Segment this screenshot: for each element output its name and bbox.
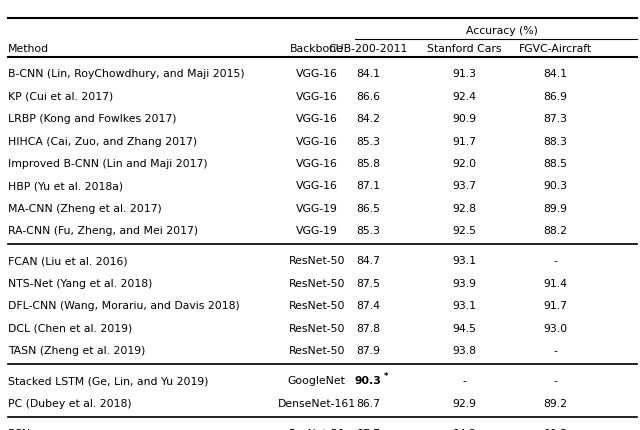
Text: 86.5: 86.5 bbox=[356, 203, 380, 213]
Text: Method: Method bbox=[8, 43, 49, 54]
Text: VGG-16: VGG-16 bbox=[296, 69, 338, 79]
Text: Backbone: Backbone bbox=[290, 43, 344, 54]
Text: Stacked LSTM (Ge, Lin, and Yu 2019): Stacked LSTM (Ge, Lin, and Yu 2019) bbox=[8, 375, 208, 385]
Text: *: * bbox=[383, 371, 388, 380]
Text: DFL-CNN (Wang, Morariu, and Davis 2018): DFL-CNN (Wang, Morariu, and Davis 2018) bbox=[8, 301, 239, 310]
Text: 89.9: 89.9 bbox=[543, 203, 568, 213]
Text: VGG-16: VGG-16 bbox=[296, 159, 338, 169]
Text: 87.3: 87.3 bbox=[543, 114, 568, 124]
Text: VGG-16: VGG-16 bbox=[296, 114, 338, 124]
Text: 90.3: 90.3 bbox=[355, 375, 381, 385]
Text: ResNet-50: ResNet-50 bbox=[289, 345, 345, 355]
Text: CUB-200-2011: CUB-200-2011 bbox=[328, 43, 408, 54]
Text: 94.5: 94.5 bbox=[452, 323, 476, 333]
Text: 93.8: 93.8 bbox=[452, 345, 476, 355]
Text: 92.8: 92.8 bbox=[452, 203, 476, 213]
Text: 87.9: 87.9 bbox=[356, 345, 380, 355]
Text: VGG-16: VGG-16 bbox=[296, 181, 338, 191]
Text: ResNet-50: ResNet-50 bbox=[289, 323, 345, 333]
Text: 88.5: 88.5 bbox=[543, 159, 568, 169]
Text: FCAN (Liu et al. 2016): FCAN (Liu et al. 2016) bbox=[8, 256, 127, 266]
Text: 87.7: 87.7 bbox=[356, 428, 380, 430]
Text: ResNet-50: ResNet-50 bbox=[289, 278, 345, 288]
Text: GoogleNet: GoogleNet bbox=[288, 375, 346, 385]
Text: -: - bbox=[554, 345, 557, 355]
Text: 84.7: 84.7 bbox=[356, 256, 380, 266]
Text: RA-CNN (Fu, Zheng, and Mei 2017): RA-CNN (Fu, Zheng, and Mei 2017) bbox=[8, 226, 198, 236]
Text: 92.0: 92.0 bbox=[452, 159, 476, 169]
Text: 85.8: 85.8 bbox=[356, 159, 380, 169]
Text: DenseNet-161: DenseNet-161 bbox=[278, 398, 356, 408]
Text: Improved B-CNN (Lin and Maji 2017): Improved B-CNN (Lin and Maji 2017) bbox=[8, 159, 207, 169]
Text: 88.3: 88.3 bbox=[543, 136, 568, 146]
Text: 91.7: 91.7 bbox=[543, 301, 568, 310]
Text: 90.3: 90.3 bbox=[543, 181, 568, 191]
Text: 90.9: 90.9 bbox=[452, 114, 476, 124]
Text: 93.0: 93.0 bbox=[543, 323, 568, 333]
Text: 93.1: 93.1 bbox=[452, 256, 476, 266]
Text: 92.9: 92.9 bbox=[452, 398, 476, 408]
Text: VGG-16: VGG-16 bbox=[296, 92, 338, 101]
Text: 89.2: 89.2 bbox=[543, 398, 568, 408]
Text: 84.1: 84.1 bbox=[543, 69, 568, 79]
Text: VGG-19: VGG-19 bbox=[296, 203, 338, 213]
Text: DCL (Chen et al. 2019): DCL (Chen et al. 2019) bbox=[8, 323, 132, 333]
Text: 92.5: 92.5 bbox=[452, 226, 476, 236]
Text: MA-CNN (Zheng et al. 2017): MA-CNN (Zheng et al. 2017) bbox=[8, 203, 161, 213]
Text: 93.1: 93.1 bbox=[452, 301, 476, 310]
Text: NTS-Net (Yang et al. 2018): NTS-Net (Yang et al. 2018) bbox=[8, 278, 152, 288]
Text: 88.2: 88.2 bbox=[543, 226, 568, 236]
Text: -: - bbox=[554, 256, 557, 266]
Text: VGG-16: VGG-16 bbox=[296, 136, 338, 146]
Text: TASN (Zheng et al. 2019): TASN (Zheng et al. 2019) bbox=[8, 345, 145, 355]
Text: VGG-19: VGG-19 bbox=[296, 226, 338, 236]
Text: 90.3: 90.3 bbox=[543, 428, 568, 430]
Text: 86.9: 86.9 bbox=[543, 92, 568, 101]
Text: 85.3: 85.3 bbox=[356, 136, 380, 146]
Text: LRBP (Kong and Fowlkes 2017): LRBP (Kong and Fowlkes 2017) bbox=[8, 114, 176, 124]
Text: 93.7: 93.7 bbox=[452, 181, 476, 191]
Text: 91.3: 91.3 bbox=[452, 69, 476, 79]
Text: ResNet-50: ResNet-50 bbox=[289, 301, 345, 310]
Text: -: - bbox=[462, 375, 466, 385]
Text: BCN: BCN bbox=[8, 428, 31, 430]
Text: HIHCA (Cai, Zuo, and Zhang 2017): HIHCA (Cai, Zuo, and Zhang 2017) bbox=[8, 136, 197, 146]
Text: 87.4: 87.4 bbox=[356, 301, 380, 310]
Text: 86.7: 86.7 bbox=[356, 398, 380, 408]
Text: 85.3: 85.3 bbox=[356, 226, 380, 236]
Text: ResNet-50: ResNet-50 bbox=[289, 256, 345, 266]
Text: 87.1: 87.1 bbox=[356, 181, 380, 191]
Text: 84.2: 84.2 bbox=[356, 114, 380, 124]
Text: -: - bbox=[554, 375, 557, 385]
Text: 87.8: 87.8 bbox=[356, 323, 380, 333]
Text: B-CNN (Lin, RoyChowdhury, and Maji 2015): B-CNN (Lin, RoyChowdhury, and Maji 2015) bbox=[8, 69, 244, 79]
Text: FGVC-Aircraft: FGVC-Aircraft bbox=[519, 43, 592, 54]
Text: 86.6: 86.6 bbox=[356, 92, 380, 101]
Text: PC (Dubey et al. 2018): PC (Dubey et al. 2018) bbox=[8, 398, 131, 408]
Text: 92.4: 92.4 bbox=[452, 92, 476, 101]
Text: 91.7: 91.7 bbox=[452, 136, 476, 146]
Text: KP (Cui et al. 2017): KP (Cui et al. 2017) bbox=[8, 92, 113, 101]
Text: 84.1: 84.1 bbox=[356, 69, 380, 79]
Text: 94.3: 94.3 bbox=[452, 428, 476, 430]
Text: ResNet-50: ResNet-50 bbox=[289, 428, 345, 430]
Text: 91.4: 91.4 bbox=[543, 278, 568, 288]
Text: Accuracy (%): Accuracy (%) bbox=[467, 26, 538, 37]
Text: 87.5: 87.5 bbox=[356, 278, 380, 288]
Text: Stanford Cars: Stanford Cars bbox=[427, 43, 501, 54]
Text: 93.9: 93.9 bbox=[452, 278, 476, 288]
Text: HBP (Yu et al. 2018a): HBP (Yu et al. 2018a) bbox=[8, 181, 123, 191]
